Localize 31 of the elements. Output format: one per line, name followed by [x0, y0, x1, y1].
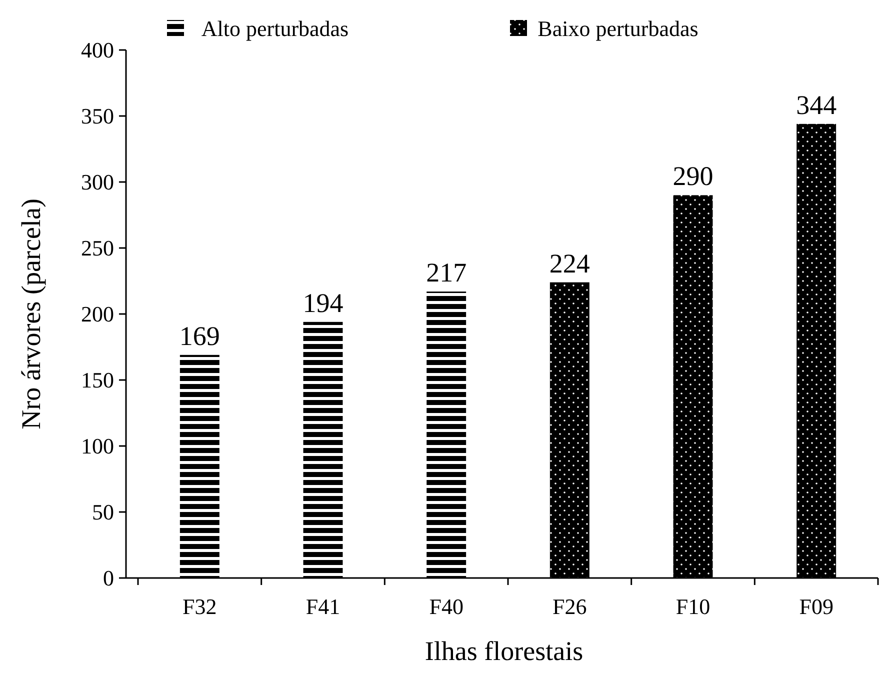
y-axis-title: Nro árvores (parcela) — [16, 198, 46, 430]
x-tick-label: F09 — [799, 594, 834, 619]
bar — [180, 354, 220, 578]
y-tick-label: 350 — [81, 104, 114, 129]
y-tick-label: 200 — [81, 302, 114, 327]
data-label: 344 — [796, 90, 838, 120]
data-label: 290 — [672, 161, 714, 192]
y-tick-label: 300 — [81, 170, 114, 195]
x-axis-title: Ilhas florestais — [424, 636, 584, 666]
y-tick-label: 250 — [81, 236, 114, 261]
data-label: 169 — [179, 320, 220, 351]
y-tick-label: 400 — [81, 38, 114, 63]
y-tick-label: 150 — [81, 368, 114, 393]
bar — [303, 322, 343, 578]
legend-label: Baixo perturbadas — [538, 16, 698, 41]
y-tick-label: 0 — [103, 566, 114, 591]
x-tick-label: F32 — [182, 594, 217, 619]
y-tick-label: 100 — [81, 434, 114, 459]
x-tick-label: F40 — [429, 594, 464, 619]
data-label: 194 — [302, 288, 344, 318]
data-label: 224 — [549, 248, 590, 278]
bar — [796, 124, 836, 578]
x-tick-label: F26 — [552, 594, 587, 619]
data-label: 217 — [426, 258, 467, 288]
x-tick-label: F10 — [676, 594, 710, 619]
bar — [426, 292, 466, 578]
bar — [550, 282, 590, 578]
bar — [673, 195, 713, 578]
legend-label: Alto perturbadas — [201, 16, 349, 41]
y-tick-label: 50 — [92, 500, 114, 525]
x-tick-label: F41 — [306, 594, 340, 619]
